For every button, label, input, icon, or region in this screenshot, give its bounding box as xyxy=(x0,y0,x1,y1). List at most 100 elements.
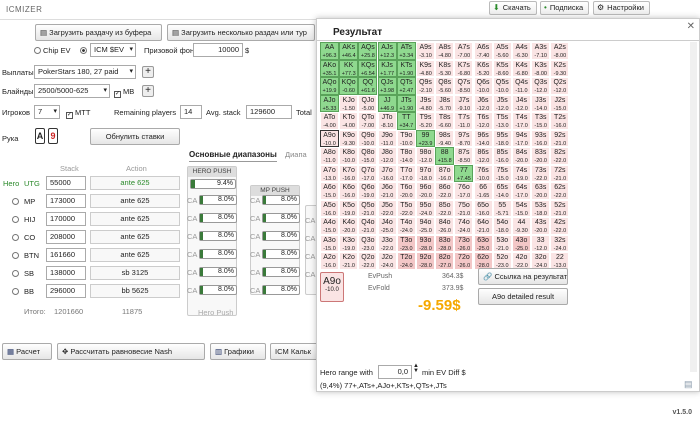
range-cell[interactable]: 22 -13.0 xyxy=(550,252,570,270)
ca-range-bar[interactable]: 8.0% xyxy=(262,267,300,277)
range-cell[interactable]: J8o -12.0 xyxy=(377,147,397,165)
ca-range-bar[interactable]: 8.0% xyxy=(199,249,237,259)
seat-action[interactable]: ante 625 xyxy=(90,212,180,226)
range-cell[interactable]: A9s -3.10 xyxy=(416,42,435,60)
load-hand-button[interactable]: ▤ Загрузить раздачу из буфера xyxy=(35,24,162,41)
range-cell[interactable]: QJo -5.00 xyxy=(358,94,378,112)
range-cell[interactable]: T8s -6.60 xyxy=(435,112,455,130)
range-cell[interactable]: Q4o -21.0 xyxy=(358,217,378,235)
range-cell[interactable]: 74s -19.0 xyxy=(512,164,531,182)
seat-stack-input[interactable]: 170000 xyxy=(46,212,86,226)
range-cell[interactable]: 65o -16.0 xyxy=(473,199,493,217)
ca-range-bar[interactable]: 8.0% xyxy=(262,285,300,295)
copy-icon[interactable]: ▤ xyxy=(684,379,693,389)
result-link-button[interactable]: 🔗 Ссылка на результат xyxy=(478,268,568,285)
range-cell[interactable]: K6o -16.0 xyxy=(339,182,359,200)
range-cell[interactable]: A9o -10.0 xyxy=(320,129,339,147)
detailed-result-button[interactable]: A9o detailed result xyxy=(478,288,568,305)
range-cell[interactable]: QQ +61.6 xyxy=(358,77,378,95)
range-cell[interactable]: T6o -20.0 xyxy=(396,182,416,200)
range-cell[interactable]: K6s -5.20 xyxy=(473,59,493,77)
range-cell[interactable]: A5s -5.60 xyxy=(492,42,512,60)
icm-ev-radio[interactable] xyxy=(80,46,89,55)
icm-ev-select[interactable]: ICM $EV xyxy=(90,43,136,57)
range-cell[interactable]: 93s -16.0 xyxy=(531,129,551,147)
seat-stack-input[interactable]: 161660 xyxy=(46,248,86,262)
range-cell[interactable]: J5o -22.0 xyxy=(377,199,397,217)
range-cell[interactable]: 88 +15.8 xyxy=(435,147,455,165)
subscription-button[interactable]: • Подписка xyxy=(540,1,590,15)
range-cell[interactable]: 73s -22.0 xyxy=(531,164,551,182)
range-cell[interactable]: A7s -7.00 xyxy=(454,42,474,60)
range-cell[interactable]: 85o -22.0 xyxy=(435,199,455,217)
mb-checkbox[interactable]: ✓ MB xyxy=(114,87,135,98)
range-cell[interactable]: T9s -5.20 xyxy=(416,112,435,130)
range-cell[interactable]: 44 -9.30 xyxy=(512,217,531,235)
range-cell[interactable]: 64s -17.0 xyxy=(512,182,531,200)
range-cell[interactable]: TT +34.7 xyxy=(396,112,416,130)
range-cell[interactable]: AKs +46.4 xyxy=(339,42,359,60)
range-cell[interactable]: K2o -21.0 xyxy=(339,252,359,270)
range-cell[interactable]: 96o -20.0 xyxy=(416,182,435,200)
range-cell[interactable]: T8o -14.0 xyxy=(396,147,416,165)
load-many-button[interactable]: ▤ Загрузить несколько раздач или тур xyxy=(167,24,315,41)
chip-ev-radio[interactable]: Chip EV xyxy=(34,46,71,55)
range-cell[interactable]: AA +96.3 xyxy=(320,42,339,60)
range-cell[interactable]: A3o -15.0 xyxy=(320,234,339,252)
range-cell[interactable]: 65s -14.0 xyxy=(492,182,512,200)
seat-action[interactable]: bb 5625 xyxy=(90,284,180,298)
range-cell[interactable]: Q7s -8.50 xyxy=(454,77,474,95)
range-cell[interactable]: A6o -15.0 xyxy=(320,182,339,200)
range-cell[interactable]: 33 -12.0 xyxy=(531,234,551,252)
range-cell[interactable]: 96s -14.0 xyxy=(473,129,493,147)
range-cell[interactable]: 63s -20.0 xyxy=(531,182,551,200)
range-cell[interactable]: 93o -28.0 xyxy=(416,234,435,252)
range-cell[interactable]: JTo -8.10 xyxy=(377,112,397,130)
range-cell[interactable]: Q2s -12.0 xyxy=(550,77,570,95)
seat-action[interactable]: ante 625 xyxy=(90,194,180,208)
range-cell[interactable]: AKo +35.1 xyxy=(320,59,339,77)
range-cell[interactable]: 42s -22.0 xyxy=(550,217,570,235)
range-cell[interactable]: Q5o -21.0 xyxy=(358,199,378,217)
range-cell[interactable]: 55 -5.71 xyxy=(492,199,512,217)
range-cell[interactable]: 99 +23.9 xyxy=(416,129,435,147)
range-cell[interactable]: Q4s -11.0 xyxy=(512,77,531,95)
range-cell[interactable]: T2o -24.0 xyxy=(396,252,416,270)
seat-stack-input[interactable]: 173000 xyxy=(46,194,86,208)
ca-range-bar[interactable]: 8.0% xyxy=(199,267,237,277)
hero-seat-radio[interactable] xyxy=(12,198,19,205)
range-cell[interactable]: J5s -12.0 xyxy=(492,94,512,112)
range-cell[interactable]: T7s -11.0 xyxy=(454,112,474,130)
range-cell[interactable]: 53s -18.0 xyxy=(531,199,551,217)
range-cell[interactable]: 32s -24.0 xyxy=(550,234,570,252)
range-cell[interactable]: Q6o -19.0 xyxy=(358,182,378,200)
tab-main-ranges[interactable]: Основные диапазоны xyxy=(189,150,277,162)
nash-button[interactable]: ✥ Рассчитать равновесие Nash xyxy=(57,343,205,360)
range-cell[interactable]: A6s -7.40 xyxy=(473,42,493,60)
add-payout-button[interactable]: + xyxy=(142,66,154,78)
range-cell[interactable]: 72s -21.0 xyxy=(550,164,570,182)
range-cell[interactable]: KTs +1.90 xyxy=(396,59,416,77)
range-cell[interactable]: J3s -14.0 xyxy=(531,94,551,112)
range-cell[interactable]: 54s -15.0 xyxy=(512,199,531,217)
range-cell[interactable]: K4o -20.0 xyxy=(339,217,359,235)
range-cell[interactable]: J9o -11.0 xyxy=(377,129,397,147)
range-cell[interactable]: A8o -11.0 xyxy=(320,147,339,165)
ca-range-bar[interactable]: 8.0% xyxy=(199,285,237,295)
range-cell[interactable]: Q7o -17.0 xyxy=(358,164,378,182)
scrollbar[interactable] xyxy=(690,42,697,372)
mtt-checkbox[interactable]: ✓ MTT xyxy=(66,108,91,119)
range-cell[interactable]: A3s -7.10 xyxy=(531,42,551,60)
card-ace-spades[interactable]: A xyxy=(35,128,45,144)
blinds-select[interactable]: 2500/5000-625 xyxy=(34,84,110,98)
range-cell[interactable]: 62o -28.0 xyxy=(473,252,493,270)
range-cell[interactable]: K3o -19.0 xyxy=(339,234,359,252)
range-cell[interactable]: 95o -24.0 xyxy=(416,199,435,217)
range-cell[interactable]: 94o -25.0 xyxy=(416,217,435,235)
range-cell[interactable]: ATs +3.34 xyxy=(396,42,416,60)
card-nine-hearts[interactable]: 9 xyxy=(48,128,58,144)
range-cell[interactable]: 43o -25.0 xyxy=(512,234,531,252)
range-cell[interactable]: 73o -26.0 xyxy=(454,234,474,252)
range-cell[interactable]: 92s -21.0 xyxy=(550,129,570,147)
add-blinds-button[interactable]: + xyxy=(142,85,154,97)
